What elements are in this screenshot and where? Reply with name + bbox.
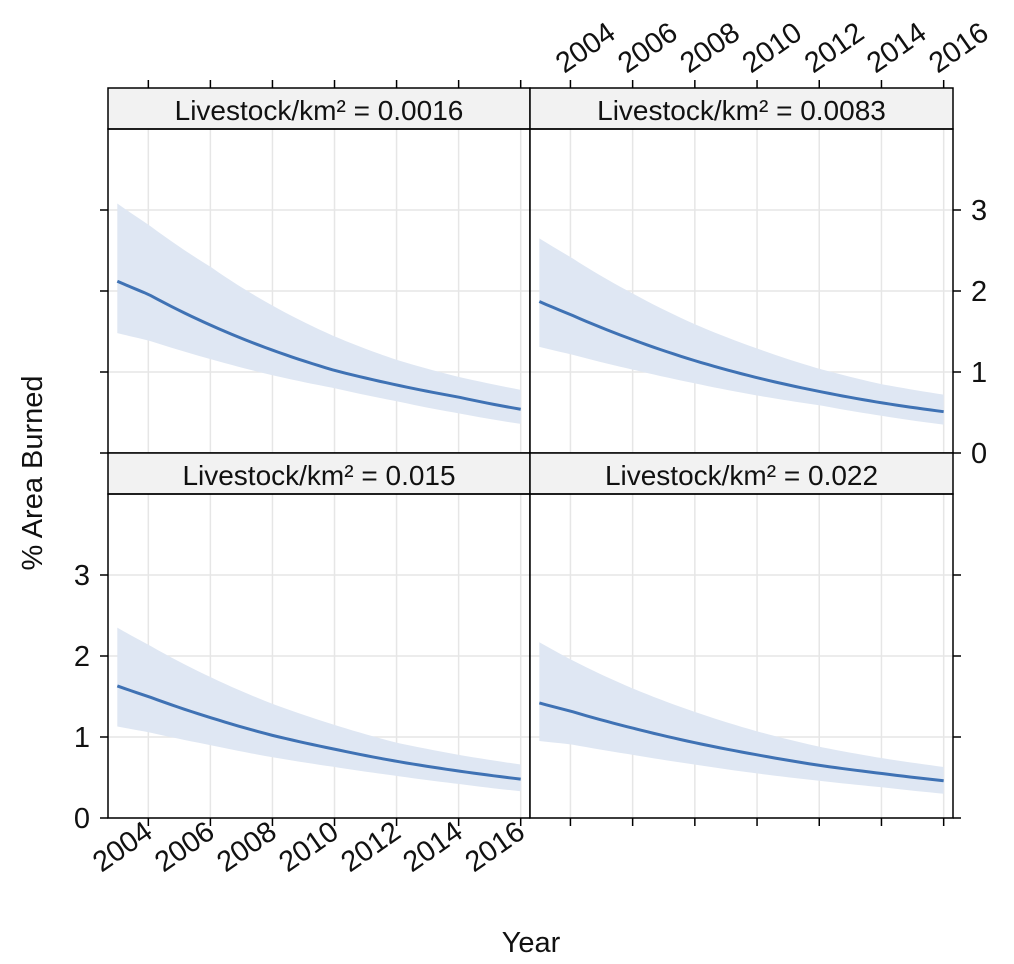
confidence-band	[539, 238, 944, 425]
y-axis-title: % Area Burned	[17, 375, 49, 570]
fit-line	[538, 300, 944, 414]
strip-background	[107, 452, 531, 495]
fit-line	[116, 279, 521, 411]
panel-1: Livestock/km² = 0.0016	[107, 87, 531, 454]
y-tick-label-left: 2	[74, 641, 90, 673]
strip-label: Livestock/km² = 0.015	[182, 460, 455, 491]
x-tick-label-top: 2006	[612, 17, 683, 80]
panels-layer: Livestock/km² = 0.0016 Livestock/km² = 0.…	[107, 87, 954, 819]
y-tick-label-right: 3	[971, 195, 987, 227]
panel-3: Livestock/km² = 0.015	[107, 452, 531, 819]
x-tick-label-top: 2016	[923, 17, 994, 80]
x-tick-label-top: 2008	[675, 17, 746, 80]
x-axis-title: Year	[502, 927, 561, 959]
strip-label: Livestock/km² = 0.022	[605, 460, 878, 491]
x-tick-label-top: 2004	[550, 17, 621, 80]
fit-line	[538, 701, 944, 783]
strip-background	[529, 87, 954, 130]
panel-4: Livestock/km² = 0.022	[529, 452, 954, 819]
strip-background	[107, 87, 531, 130]
confidence-band	[117, 203, 521, 424]
y-tick-label-right: 2	[971, 276, 987, 308]
x-tick-label-top: 2014	[861, 17, 932, 80]
y-tick-label-right: 0	[971, 438, 987, 470]
y-tick-label-left: 0	[74, 803, 90, 835]
confidence-band	[539, 642, 944, 794]
x-tick-label-top: 2010	[737, 17, 808, 80]
y-tick-label-left: 3	[74, 560, 90, 592]
panel-2: Livestock/km² = 0.0083	[529, 87, 954, 454]
fit-line	[116, 684, 521, 781]
strip-label: Livestock/km² = 0.0083	[597, 95, 886, 126]
strip-background	[529, 452, 954, 495]
confidence-band	[117, 627, 521, 792]
y-tick-label-left: 1	[74, 722, 90, 754]
y-tick-label-right: 1	[971, 357, 987, 389]
x-tick-label-top: 2012	[799, 17, 870, 80]
strip-label: Livestock/km² = 0.0016	[175, 95, 464, 126]
